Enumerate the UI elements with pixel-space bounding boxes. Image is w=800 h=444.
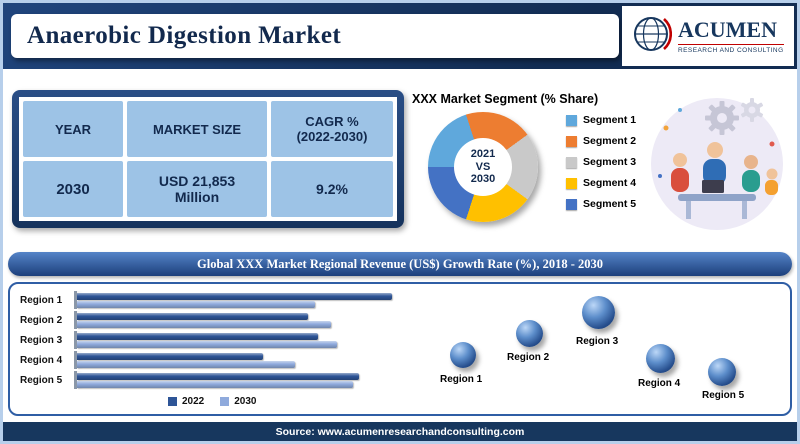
bar-2030 (77, 380, 354, 388)
bar-2030 (77, 320, 331, 328)
segment-legend: Segment 1 Segment 2 Segment 3 Segment 4 … (566, 114, 636, 219)
bar-row: Region 5 (20, 370, 398, 390)
table-cell-market-size: USD 21,853 Million (127, 161, 267, 217)
table-header-cagr: CAGR % (2022-2030) (271, 101, 393, 157)
regional-panel: Region 1 Region 2 Region 3 (8, 282, 792, 416)
legend-swatch (566, 114, 577, 126)
legend-label: Segment 2 (583, 135, 637, 147)
legend-swatch (566, 177, 577, 189)
bar-2030 (77, 360, 296, 368)
header-banner: Anaerobic Digestion Market ACUMEN RESEAR… (3, 3, 797, 69)
summary-table: YEAR MARKET SIZE CAGR % (2022-2030) 2030… (12, 90, 404, 228)
legend-item: Segment 4 (566, 177, 636, 189)
legend-swatch (566, 156, 577, 168)
bar-track (74, 291, 398, 309)
bar-row: Region 1 (20, 290, 398, 310)
regional-chart-title: Global XXX Market Regional Revenue (US$)… (197, 256, 603, 271)
region-bubble-5 (708, 358, 736, 386)
bar-2022 (77, 292, 392, 300)
legend-label: Segment 3 (583, 156, 637, 168)
donut-chart: 2021 VS 2030 (428, 112, 538, 222)
region-bubble-label-5: Region 5 (702, 390, 745, 401)
region-bubble-4 (646, 344, 675, 373)
legend-swatch (566, 135, 577, 147)
legend-item: Segment 5 (566, 198, 636, 210)
bar-chart-legend: 2022 2030 (168, 396, 257, 407)
region-bubble-label-3: Region 3 (576, 336, 619, 347)
page-title: Anaerobic Digestion Market (27, 22, 342, 49)
summary-table-grid: YEAR MARKET SIZE CAGR % (2022-2030) 2030… (19, 97, 397, 221)
bar-row: Region 2 (20, 310, 398, 330)
bar-2022 (77, 312, 309, 320)
bar-row: Region 3 (20, 330, 398, 350)
bar-category-label: Region 5 (20, 374, 63, 386)
legend-label: Segment 4 (583, 177, 637, 189)
legend-item-2022: 2022 (168, 396, 204, 407)
title-box: Anaerobic Digestion Market (11, 14, 619, 58)
teamwork-illustration (640, 84, 792, 243)
table-header-market-size: MARKET SIZE (127, 101, 267, 157)
region-bubble-label-4: Region 4 (638, 378, 681, 389)
legend-item: Segment 1 (566, 114, 636, 126)
logo-text: ACUMEN RESEARCH AND CONSULTING (678, 17, 784, 54)
legend-item: Segment 3 (566, 156, 636, 168)
region-bubble-3 (582, 296, 615, 329)
legend-label-2030: 2030 (234, 396, 257, 407)
segment-chart-title: XXX Market Segment (% Share) (412, 92, 599, 106)
region-bubble-1 (450, 342, 476, 368)
bar-row: Region 4 (20, 350, 398, 370)
bar-category-label: Region 1 (20, 294, 63, 306)
bar-2030 (77, 340, 337, 348)
table-cell-cagr: 9.2% (271, 161, 393, 217)
legend-item-2030: 2030 (220, 396, 257, 407)
region-bubble-label-2: Region 2 (507, 352, 550, 363)
bar-2022 (77, 372, 360, 380)
bar-category-label: Region 2 (20, 314, 63, 326)
legend-item: Segment 2 (566, 135, 636, 147)
region-bubble-label-1: Region 1 (440, 374, 483, 385)
bar-track (74, 371, 398, 389)
logo: ACUMEN RESEARCH AND CONSULTING (622, 6, 794, 66)
legend-swatch-2030 (220, 397, 230, 406)
source-text: Source: www.acumenresearchandconsulting.… (275, 425, 525, 438)
bar-track (74, 331, 398, 349)
region-bubble-2 (516, 320, 543, 347)
bar-2022 (77, 352, 264, 360)
bar-category-label: Region 3 (20, 334, 63, 346)
logo-tagline: RESEARCH AND CONSULTING (678, 43, 784, 54)
bar-track (74, 351, 398, 369)
footer-bar: Source: www.acumenresearchandconsulting.… (3, 422, 797, 441)
donut-center-label: 2021 VS 2030 (454, 138, 512, 196)
logo-name: ACUMEN (678, 17, 777, 43)
region-bar-chart: Region 1 Region 2 Region 3 (20, 290, 398, 390)
legend-swatch-2022 (168, 397, 177, 406)
table-cell-year: 2030 (23, 161, 123, 217)
regional-chart-band: Global XXX Market Regional Revenue (US$)… (8, 252, 792, 276)
bar-2030 (77, 300, 315, 308)
legend-label: Segment 1 (583, 114, 637, 126)
legend-swatch (566, 198, 577, 210)
legend-label: Segment 5 (583, 198, 637, 210)
table-header-year: YEAR (23, 101, 123, 157)
bar-category-label: Region 4 (20, 354, 63, 366)
globe-icon (630, 13, 673, 60)
bar-track (74, 311, 398, 329)
legend-label-2022: 2022 (182, 396, 205, 407)
bar-2022 (77, 332, 318, 340)
